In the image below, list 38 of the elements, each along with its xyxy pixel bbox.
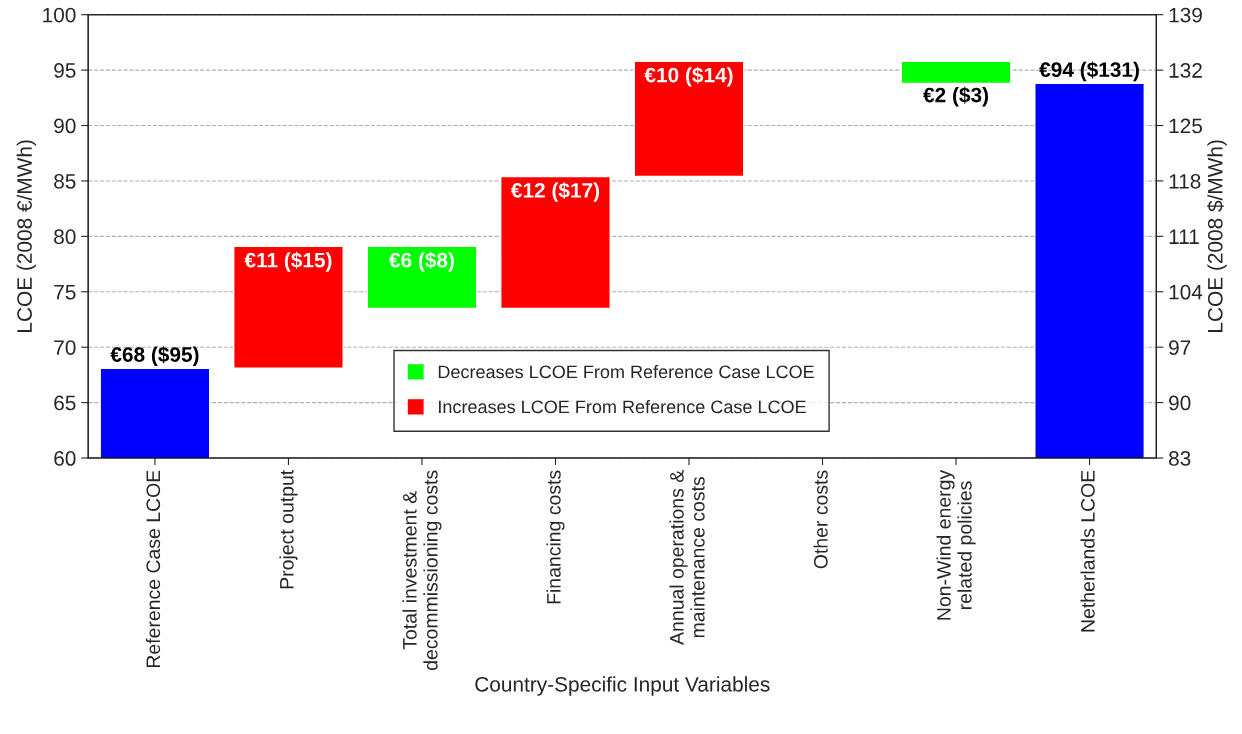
y-tick-label: 75	[54, 284, 76, 300]
y2-axis-title: LCOE (2008 $/MWh)	[1207, 140, 1227, 332]
y-tick-label: 60	[54, 451, 76, 466]
x-tick-label: Netherlands LCOE	[1080, 470, 1095, 632]
y2-tick-label: 104	[1169, 284, 1203, 300]
data-label: €2 ($3)	[923, 86, 988, 107]
y-tick-label: 95	[54, 63, 76, 78]
x-tick-label: Other costs	[813, 470, 828, 569]
y2-tick-label: 118	[1169, 173, 1201, 189]
y-tick-label: 85	[54, 173, 76, 189]
x-tick-label: Financing costs	[546, 470, 565, 604]
y2-tick-label: 97	[1169, 340, 1191, 355]
data-label: €68 ($95)	[110, 346, 199, 367]
data-label: €11 ($15)	[244, 251, 332, 272]
y-tick-label: 100	[43, 7, 76, 23]
data-label: €12 ($17)	[511, 182, 600, 202]
y-tick-label: 70	[54, 340, 76, 355]
data-label: €10 ($14)	[644, 66, 733, 87]
y-axis-title: LCOE (2008 €/MWh)	[16, 140, 37, 332]
y-tick-label: 80	[54, 229, 76, 245]
y-tick-label: 65	[54, 395, 76, 411]
data-label: €94 ($131)	[1039, 61, 1139, 82]
y2-tick-label: 83	[1169, 451, 1191, 466]
legend-label: Increases LCOE From Reference Case LCOE	[439, 400, 806, 414]
legend-label: Decreases LCOE From Reference Case LCOE	[438, 365, 814, 379]
y2-tick-label: 111	[1169, 229, 1199, 244]
y2-tick-label: 90	[1169, 395, 1191, 411]
x-tick-label: Annual operations & maintenance costs	[669, 470, 705, 645]
data-label: €6 ($8)	[389, 251, 454, 272]
x-tick-label: Reference Case LCOE	[145, 470, 161, 668]
x-tick-label: Total investment & decommissioning costs	[402, 470, 442, 670]
x-tick-label: Project output	[279, 469, 298, 589]
y-tick-label: 90	[54, 118, 76, 134]
x-tick-label: Non-Wind energy related policies	[936, 469, 976, 620]
y2-tick-label: 132	[1169, 63, 1202, 78]
y2-tick-label: 139	[1169, 7, 1202, 23]
x-axis-title: Country-Specific Input Variables	[475, 676, 770, 696]
y2-tick-label: 125	[1169, 118, 1202, 134]
